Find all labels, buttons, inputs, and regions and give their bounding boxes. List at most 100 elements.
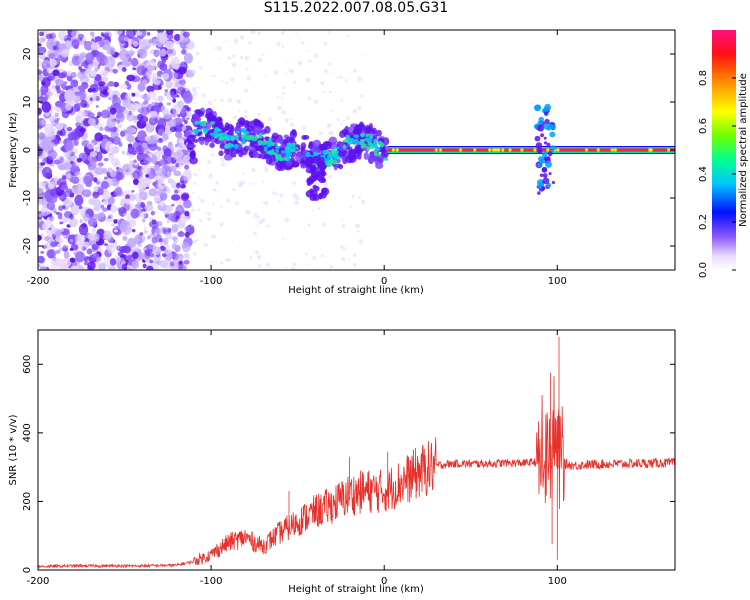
snr-x-tick-label: 0 bbox=[381, 576, 387, 587]
spectrogram-noise-blob bbox=[98, 126, 104, 132]
snr-y-tick-label: 600 bbox=[22, 355, 33, 374]
spectrogram-noise-blob bbox=[110, 50, 116, 56]
spectrogram-noise-blob bbox=[43, 153, 49, 158]
spectrogram-noise-blob bbox=[162, 227, 171, 235]
snr-x-tick-label: 100 bbox=[548, 576, 567, 587]
spectrogram-disturbance-blob bbox=[547, 151, 553, 157]
spectrogram-noise-blob bbox=[146, 32, 151, 36]
spectrogram-noise-blob bbox=[94, 36, 103, 42]
spectrogram-faint-blob bbox=[191, 204, 194, 207]
spectrogram-y-tick-label: 20 bbox=[22, 48, 33, 61]
spectrogram-faint-blob bbox=[233, 38, 239, 44]
spectrogram-ridge-blob bbox=[253, 125, 262, 134]
spectrogram-noise-blob bbox=[161, 253, 167, 258]
spectrogram-noise-blob bbox=[180, 193, 189, 202]
spectrogram-noise-blob bbox=[41, 101, 52, 113]
spectrogram-faint-blob bbox=[312, 256, 317, 261]
spectrogram-faint-blob bbox=[328, 130, 334, 136]
spectrogram-noise-blob bbox=[98, 263, 103, 267]
spectrogram-noise-blob bbox=[117, 55, 121, 59]
spectrogram-noise-blob bbox=[134, 91, 140, 98]
spectrogram-noise-blob bbox=[157, 42, 163, 47]
spectrogram-noise-blob bbox=[170, 88, 178, 99]
spectrogram-faint-blob bbox=[253, 232, 257, 236]
spectrogram-noise-blob bbox=[60, 48, 70, 58]
spectrogram-faint-blob bbox=[267, 117, 272, 122]
spectrogram-ridge-core bbox=[342, 144, 347, 150]
spectrogram-image bbox=[38, 30, 675, 270]
colorbar-tick-label: 0.4 bbox=[698, 166, 709, 182]
spectrogram-y-tick-label: 10 bbox=[22, 96, 33, 109]
spectrogram-noise-blob bbox=[48, 52, 56, 59]
spectrogram-faint-blob bbox=[329, 132, 331, 135]
carrier-band-speck bbox=[501, 148, 505, 152]
spectrogram-faint-blob bbox=[320, 253, 324, 257]
spectrogram-x-tick-label: 100 bbox=[548, 276, 567, 287]
spectrogram-noise-blob bbox=[49, 264, 59, 270]
spectrogram-noise-blob bbox=[143, 100, 149, 105]
spectrogram-ridge-core bbox=[257, 140, 263, 145]
spectrogram-noise-blob bbox=[98, 122, 105, 127]
spectrogram-faint-blob bbox=[246, 76, 252, 81]
spectrogram-noise-blob bbox=[81, 189, 92, 198]
spectrogram-disturbance-blob bbox=[549, 131, 556, 138]
spectrogram-noise-blob bbox=[170, 56, 181, 70]
spectrogram-ridge-core bbox=[201, 123, 207, 127]
spectrogram-faint-blob bbox=[339, 75, 343, 79]
spectrogram-noise-blob bbox=[59, 221, 64, 225]
spectrogram-faint-blob bbox=[344, 78, 348, 82]
spectrogram-faint-blob bbox=[192, 86, 197, 91]
spectrogram-noise-blob bbox=[92, 232, 100, 242]
spectrogram-noise-blob bbox=[121, 263, 128, 270]
spectrogram-ridge-blob bbox=[338, 164, 344, 170]
spectrogram-noise-blob bbox=[48, 183, 55, 189]
spectrogram-faint-blob bbox=[282, 86, 285, 90]
spectrogram-faint-blob bbox=[307, 223, 311, 227]
spectrogram-noise-blob bbox=[107, 216, 112, 219]
spectrogram-noise-blob bbox=[171, 203, 175, 207]
spectrogram-faint-blob bbox=[253, 213, 258, 218]
spectrogram-ridge-core bbox=[271, 152, 279, 156]
spectrogram-ridge-core bbox=[259, 132, 263, 138]
spectrogram-ridge-blob bbox=[249, 120, 255, 127]
spectrogram-noise-blob bbox=[163, 148, 172, 157]
colorbar-label: Normalized spectral amplitude bbox=[738, 73, 749, 227]
spectrogram-faint-blob bbox=[264, 166, 269, 171]
spectrogram-noise-blob bbox=[177, 86, 185, 95]
spectrogram-noise-blob bbox=[127, 135, 136, 143]
spectrogram-faint-blob bbox=[192, 96, 196, 100]
carrier-band-speck bbox=[438, 148, 443, 152]
spectrogram-ridge-core bbox=[353, 134, 360, 139]
spectrogram-ridge-blob bbox=[186, 134, 196, 143]
colorbar-gradient bbox=[712, 30, 736, 270]
carrier-band-speck bbox=[494, 148, 498, 152]
spectrogram-noise-blob bbox=[59, 128, 66, 137]
spectrogram-faint-blob bbox=[246, 67, 249, 71]
spectrogram-noise-blob bbox=[62, 205, 66, 209]
spectrogram-y-tick-label: 0 bbox=[22, 147, 33, 153]
spectrogram-noise-blob bbox=[40, 119, 46, 126]
carrier-band-speck bbox=[395, 148, 399, 152]
spectrogram-noise-blob bbox=[99, 90, 110, 98]
carrier-band-speck bbox=[649, 148, 653, 152]
spectrogram-noise-blob bbox=[146, 265, 154, 270]
spectrogram-faint-blob bbox=[285, 266, 288, 269]
spectrogram-faint-blob bbox=[238, 181, 243, 186]
spectrogram-noise-blob bbox=[125, 194, 131, 200]
spectrogram-faint-blob bbox=[352, 68, 357, 73]
carrier-band-speck bbox=[434, 148, 438, 152]
spectrogram-noise-blob bbox=[40, 233, 45, 238]
spectrogram-noise-blob bbox=[137, 82, 146, 92]
spectrogram-faint-blob bbox=[227, 56, 232, 60]
spectrogram-noise-blob bbox=[57, 72, 66, 79]
spectrogram-noise-blob bbox=[130, 208, 140, 219]
spectrogram-noise-blob bbox=[57, 30, 68, 40]
spectrogram-ridge-blob bbox=[374, 157, 380, 165]
spectrogram-ridge-core bbox=[284, 154, 292, 159]
spectrogram-noise-blob bbox=[56, 87, 61, 94]
spectrogram-disturbance-blob bbox=[544, 156, 549, 161]
spectrogram-ridge-core bbox=[328, 151, 332, 156]
spectrogram-noise-blob bbox=[128, 110, 132, 116]
spectrogram-noise-blob bbox=[171, 194, 181, 201]
spectrogram-noise-blob bbox=[152, 249, 160, 256]
